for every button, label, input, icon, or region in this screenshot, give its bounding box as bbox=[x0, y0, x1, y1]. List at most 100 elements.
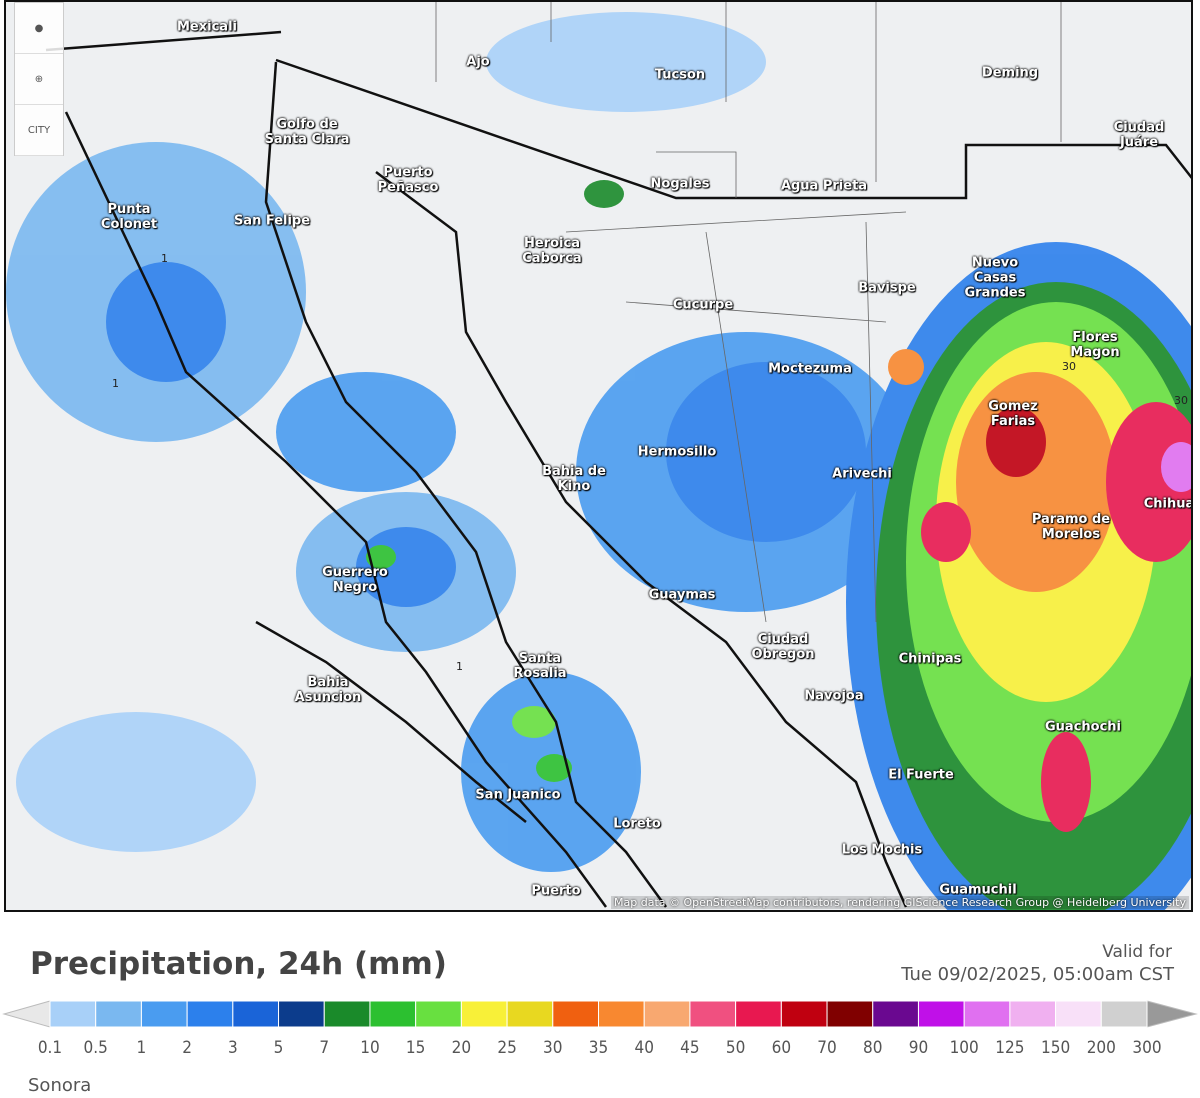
color-swatch bbox=[232, 1000, 280, 1028]
color-swatch bbox=[95, 1000, 142, 1028]
city-label: Paramo de Morelos bbox=[1031, 512, 1111, 542]
color-swatch bbox=[460, 1000, 508, 1028]
city-label: Cucurpe bbox=[672, 297, 734, 313]
color-swatch bbox=[278, 1000, 325, 1028]
city-label: Guamuchil bbox=[939, 882, 1017, 898]
city-label: Chinipas bbox=[898, 651, 962, 667]
color-swatch bbox=[1009, 1000, 1057, 1028]
city-label: Santa Rosalia bbox=[513, 651, 567, 681]
color-swatch bbox=[689, 1000, 737, 1028]
city-toggle[interactable]: CITY bbox=[15, 105, 63, 156]
scale-label: 3 bbox=[228, 1038, 238, 1058]
scale-label: 150 bbox=[1041, 1038, 1070, 1058]
scale-label: 50 bbox=[726, 1038, 745, 1058]
scale-label: 0.1 bbox=[38, 1038, 62, 1058]
contour-label: 1 bbox=[112, 377, 119, 390]
color-swatch bbox=[826, 1000, 874, 1028]
contour-label: 30 bbox=[1062, 360, 1076, 373]
low-arrow bbox=[2, 1000, 51, 1028]
zoom-button[interactable]: ⊕ bbox=[15, 54, 63, 105]
locate-button[interactable]: ● bbox=[15, 3, 63, 54]
valid-time: Tue 09/02/2025, 05:00am CST bbox=[901, 964, 1174, 985]
city-label: Navojoa bbox=[804, 688, 864, 704]
scale-label: 1 bbox=[137, 1038, 147, 1058]
contour-label: 30 bbox=[1174, 394, 1188, 407]
scale-label: 40 bbox=[634, 1038, 653, 1058]
valid-label: Valid for bbox=[1102, 942, 1172, 962]
color-swatch bbox=[643, 1000, 691, 1028]
contour-label: 1 bbox=[161, 252, 168, 265]
scale-label: 25 bbox=[497, 1038, 516, 1058]
city-label: San Felipe bbox=[233, 213, 311, 229]
color-swatch bbox=[780, 1000, 828, 1028]
toolbar: ● ⊕ CITY bbox=[14, 2, 64, 156]
city-label: Guaymas bbox=[648, 587, 716, 603]
scale-label: 5 bbox=[274, 1038, 284, 1058]
color-swatch bbox=[735, 1000, 782, 1028]
city-label: Guachochi bbox=[1044, 719, 1122, 735]
city-label: Los Mochis bbox=[841, 842, 923, 858]
scale-label: 90 bbox=[909, 1038, 928, 1058]
color-scale: 0.1 0.5 1 2 3 5 7 10 15 20 25 30 35 40 45 50 60 70 80 90 100… bbox=[2, 1000, 1198, 1058]
scale-label: 15 bbox=[406, 1038, 425, 1058]
color-swatch bbox=[1100, 1000, 1148, 1028]
scale-label: 100 bbox=[950, 1038, 979, 1058]
precip-layer bbox=[6, 2, 1191, 910]
city-label: Chihua bbox=[1143, 496, 1193, 512]
city-label: Golfo de Santa Clara bbox=[264, 117, 350, 147]
city-label: Tucson bbox=[654, 67, 706, 83]
city-label: Heroica Caborca bbox=[522, 236, 582, 266]
city-label: San Juanico bbox=[475, 787, 561, 803]
city-label: Puerto bbox=[531, 883, 581, 899]
attribution: Map data © OpenStreetMap contributors, r… bbox=[611, 896, 1189, 909]
scale-label: 35 bbox=[589, 1038, 608, 1058]
color-swatch bbox=[872, 1000, 919, 1028]
color-swatch bbox=[369, 1000, 417, 1028]
color-swatch bbox=[186, 1000, 234, 1028]
scale-label: 30 bbox=[543, 1038, 562, 1058]
color-swatch bbox=[917, 1000, 965, 1028]
scale-label: 300 bbox=[1132, 1038, 1161, 1058]
scale-label: 125 bbox=[995, 1038, 1024, 1058]
city-label: Agua Prieta bbox=[780, 178, 868, 194]
city-label: Flores Magon bbox=[1070, 330, 1120, 360]
city-label: Deming bbox=[981, 65, 1039, 81]
scale-label: 45 bbox=[680, 1038, 699, 1058]
high-arrow bbox=[1146, 1000, 1198, 1028]
scale-label: 7 bbox=[319, 1038, 329, 1058]
legend-title: Precipitation, 24h (mm) bbox=[30, 946, 447, 982]
color-swatch bbox=[552, 1000, 600, 1028]
region-label: Sonora bbox=[28, 1075, 92, 1096]
contour-label: 1 bbox=[456, 660, 463, 673]
city-label: Puerto Peñasco bbox=[377, 165, 439, 195]
scale-label: 20 bbox=[452, 1038, 471, 1058]
city-label: Ajo bbox=[466, 54, 490, 70]
color-swatch bbox=[140, 1000, 188, 1028]
city-label: Moctezuma bbox=[768, 361, 852, 377]
color-swatch bbox=[598, 1000, 645, 1028]
scale-label: 60 bbox=[772, 1038, 791, 1058]
city-label: Arivechi bbox=[832, 466, 892, 482]
city-label: El Fuerte bbox=[888, 767, 954, 783]
color-swatch bbox=[1055, 1000, 1102, 1028]
city-label: Bahia Asuncion bbox=[294, 675, 362, 705]
color-swatch bbox=[323, 1000, 371, 1028]
city-label: Bavispe bbox=[858, 280, 916, 296]
city-label: Ciudad Obregon bbox=[751, 632, 815, 662]
city-label: Bahia de Kino bbox=[542, 464, 606, 494]
color-swatch bbox=[506, 1000, 554, 1028]
color-swatch bbox=[415, 1000, 462, 1028]
city-label: Nuevo Casas Grandes bbox=[964, 255, 1026, 301]
scale-label: 80 bbox=[863, 1038, 882, 1058]
city-label: Ciudad Juáre bbox=[1113, 120, 1165, 150]
city-label: Punta Colonet bbox=[100, 202, 158, 232]
city-label: Gomez Farias bbox=[988, 399, 1038, 429]
city-label: Mexicali bbox=[177, 19, 237, 35]
city-label: Loreto bbox=[613, 816, 661, 832]
color-swatch bbox=[49, 1000, 97, 1028]
map[interactable]: ● ⊕ CITY Map data © OpenStreetMap contri… bbox=[4, 0, 1193, 912]
scale-label: 200 bbox=[1087, 1038, 1116, 1058]
city-label: Hermosillo bbox=[637, 444, 717, 460]
city-label: Nogales bbox=[650, 176, 710, 192]
